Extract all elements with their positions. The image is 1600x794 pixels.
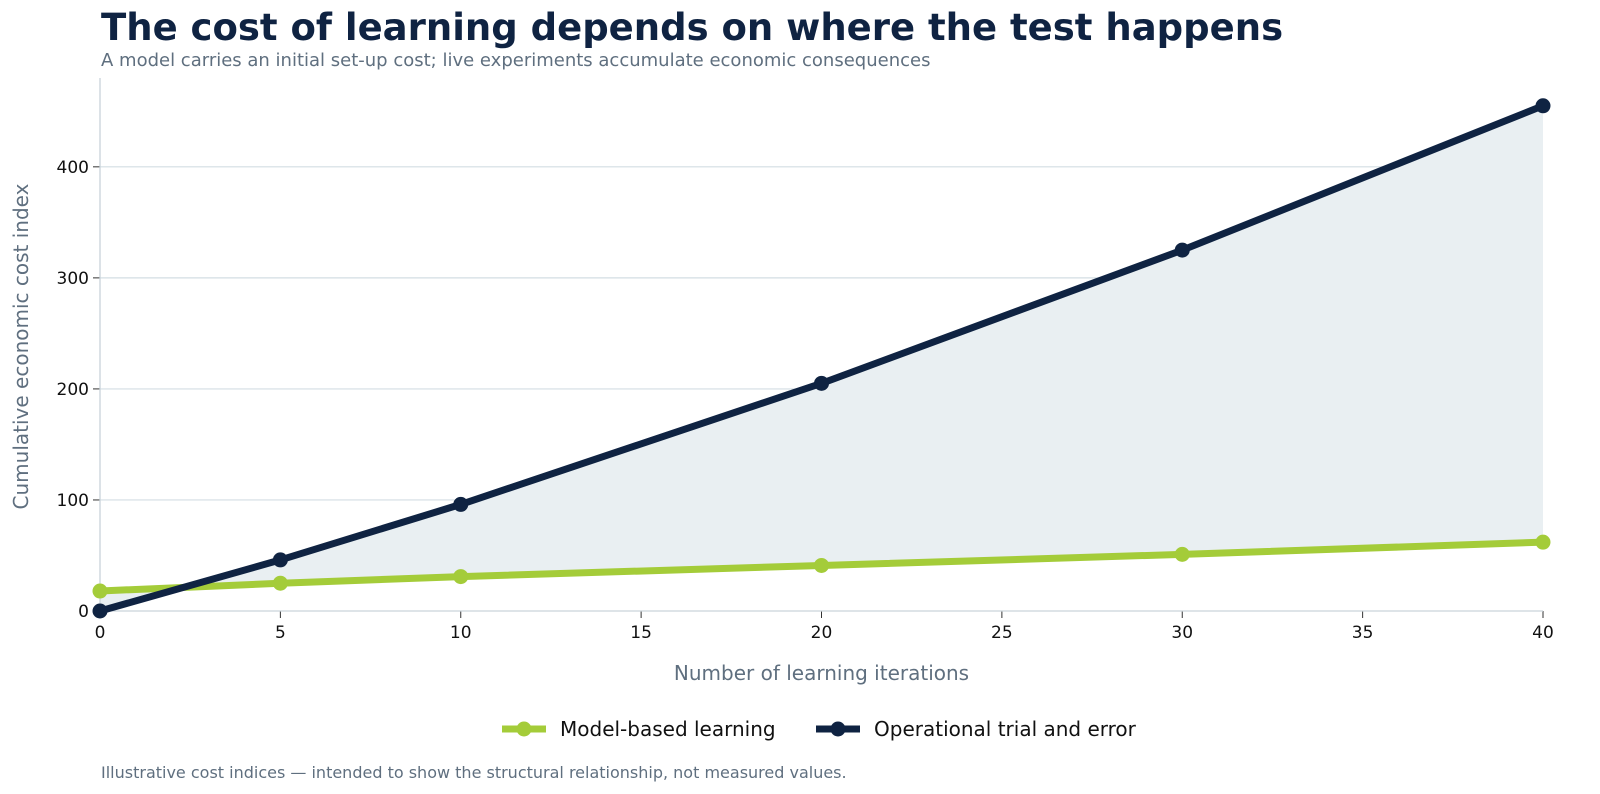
- data-point-operational: [814, 375, 829, 391]
- legend: Model-based learning Operational trial a…: [502, 717, 1137, 741]
- data-point-operational: [453, 496, 469, 512]
- series-line-operational: [96, 102, 1547, 615]
- legend-marker-operational: [830, 721, 846, 737]
- y-tick-label: 400: [57, 158, 89, 178]
- x-tick-label: 35: [1352, 623, 1374, 643]
- series-line-model-based: [96, 538, 1547, 595]
- x-tick-label: 5: [275, 623, 286, 643]
- y-tick-label: 300: [57, 269, 89, 289]
- x-tick-label: 15: [630, 623, 652, 643]
- y-tick-label: 100: [57, 491, 89, 511]
- series-lines: [92, 98, 1551, 619]
- data-point-model-based: [814, 557, 829, 573]
- y-axis-title: Cumulative economic cost index: [9, 183, 33, 509]
- data-point-operational: [1535, 98, 1551, 114]
- legend-label-operational: Operational trial and error: [874, 717, 1137, 741]
- x-tick-label: 20: [811, 623, 833, 643]
- gap-fill-area: [100, 105, 1543, 612]
- tick-labels: 0 100 200 300 400 0 5 10 15 20 25 30 35 40: [57, 158, 1554, 643]
- x-axis-title: Number of learning iterations: [674, 661, 969, 685]
- shaded-gap-area: [100, 105, 1543, 612]
- footnote: Illustrative cost indices — intended to …: [101, 763, 847, 782]
- data-point-model-based: [1174, 546, 1190, 562]
- x-tick-label: 25: [991, 623, 1013, 643]
- data-point-operational: [1174, 242, 1190, 258]
- x-tick-label: 0: [95, 623, 106, 643]
- legend-marker-model-based: [516, 721, 532, 737]
- y-tick-label: 200: [57, 380, 89, 400]
- x-tick-label: 40: [1532, 623, 1554, 643]
- data-point-operational: [92, 603, 108, 619]
- chart-title: The cost of learning depends on where th…: [101, 6, 1284, 49]
- data-point-model-based: [272, 575, 288, 591]
- x-tick-label: 10: [450, 623, 472, 643]
- data-point-operational: [272, 552, 288, 568]
- x-tick-label: 30: [1171, 623, 1193, 643]
- y-tick-label: 0: [78, 602, 89, 622]
- data-point-model-based: [1535, 534, 1551, 550]
- data-point-model-based: [92, 583, 108, 599]
- legend-label-model-based: Model-based learning: [560, 717, 776, 741]
- chart-subtitle: A model carries an initial set-up cost; …: [101, 50, 931, 71]
- data-point-model-based: [453, 569, 469, 585]
